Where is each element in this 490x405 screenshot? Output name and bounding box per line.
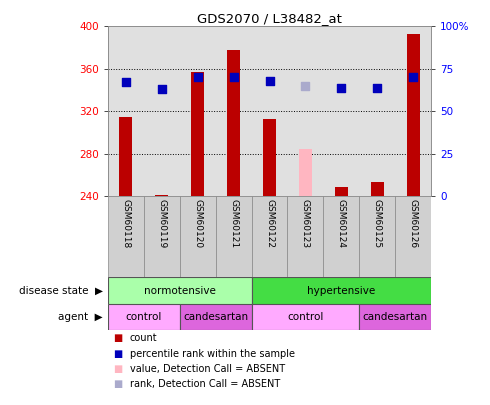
Text: ■: ■ xyxy=(113,333,122,343)
Text: GSM60119: GSM60119 xyxy=(157,199,166,248)
Bar xyxy=(288,196,323,277)
Bar xyxy=(216,196,251,277)
Bar xyxy=(144,196,180,277)
Text: normotensive: normotensive xyxy=(144,286,216,296)
Text: count: count xyxy=(130,333,157,343)
Text: GSM60126: GSM60126 xyxy=(409,199,418,248)
Point xyxy=(301,83,309,89)
Text: value, Detection Call = ABSENT: value, Detection Call = ABSENT xyxy=(130,364,285,374)
Bar xyxy=(108,304,180,330)
Text: ■: ■ xyxy=(113,379,122,389)
Text: GSM60125: GSM60125 xyxy=(373,199,382,248)
Text: control: control xyxy=(125,312,162,322)
Bar xyxy=(323,196,359,277)
Bar xyxy=(108,196,144,277)
Text: rank, Detection Call = ABSENT: rank, Detection Call = ABSENT xyxy=(130,379,280,389)
Point xyxy=(266,77,273,84)
Text: GSM60120: GSM60120 xyxy=(193,199,202,248)
Bar xyxy=(263,119,276,196)
Point xyxy=(230,74,238,81)
Point xyxy=(409,74,417,81)
Bar xyxy=(191,72,204,196)
Bar xyxy=(371,181,384,196)
Bar xyxy=(108,277,251,304)
Text: GSM60123: GSM60123 xyxy=(301,199,310,248)
Bar xyxy=(359,304,431,330)
Bar xyxy=(407,34,419,196)
Point xyxy=(194,74,201,81)
Title: GDS2070 / L38482_at: GDS2070 / L38482_at xyxy=(197,12,342,25)
Point xyxy=(338,84,345,91)
Point xyxy=(122,79,130,86)
Bar xyxy=(359,196,395,277)
Bar xyxy=(299,149,312,196)
Bar xyxy=(251,277,431,304)
Text: GSM60124: GSM60124 xyxy=(337,199,346,248)
Bar xyxy=(251,304,359,330)
Bar xyxy=(155,195,168,196)
Text: GSM60121: GSM60121 xyxy=(229,199,238,248)
Bar xyxy=(120,117,132,196)
Text: GSM60118: GSM60118 xyxy=(121,199,130,248)
Bar xyxy=(335,187,348,196)
Point xyxy=(158,86,166,92)
Text: ■: ■ xyxy=(113,349,122,358)
Text: agent  ▶: agent ▶ xyxy=(58,312,103,322)
Bar xyxy=(180,304,251,330)
Bar xyxy=(251,196,288,277)
Bar xyxy=(180,196,216,277)
Bar xyxy=(227,50,240,196)
Text: candesartan: candesartan xyxy=(363,312,428,322)
Text: disease state  ▶: disease state ▶ xyxy=(19,286,103,296)
Text: GSM60122: GSM60122 xyxy=(265,199,274,248)
Text: ■: ■ xyxy=(113,364,122,374)
Text: hypertensive: hypertensive xyxy=(307,286,375,296)
Text: control: control xyxy=(287,312,323,322)
Text: candesartan: candesartan xyxy=(183,312,248,322)
Text: percentile rank within the sample: percentile rank within the sample xyxy=(130,349,295,358)
Point xyxy=(373,84,381,91)
Bar xyxy=(395,196,431,277)
